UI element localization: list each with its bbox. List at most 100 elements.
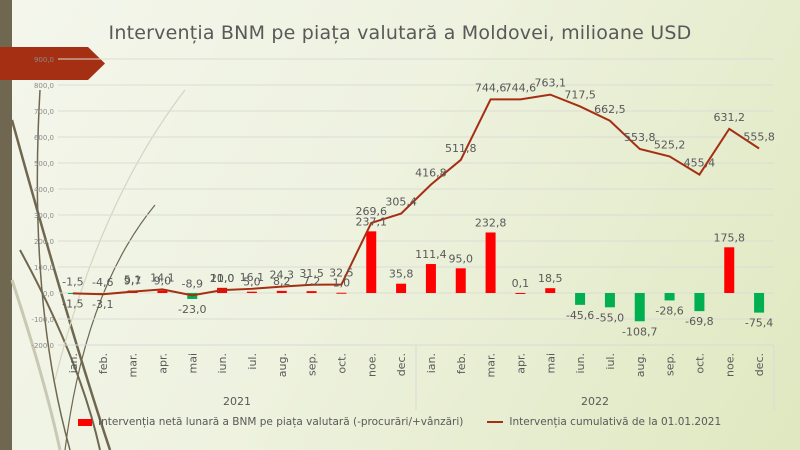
bar xyxy=(246,291,257,293)
line-data-label: 32,5 xyxy=(329,267,354,280)
bar-data-label: 237,1 xyxy=(356,215,388,228)
x-tick-label: feb. xyxy=(97,353,110,374)
x-tick-label: oct. xyxy=(693,353,706,374)
x-group-label: 2021 xyxy=(223,395,251,408)
bar-data-label: 111,4 xyxy=(415,248,447,261)
y-tick-label: 700,0 xyxy=(34,108,54,116)
bar xyxy=(664,293,675,301)
line-data-label: 553,8 xyxy=(624,131,656,144)
line-data-label: 763,1 xyxy=(535,77,567,90)
x-tick-label: feb. xyxy=(455,353,468,374)
cumulative-line xyxy=(72,93,760,297)
y-tick-label: 600,0 xyxy=(34,134,54,142)
x-tick-label: mai xyxy=(544,353,557,374)
line-data-label: 631,2 xyxy=(714,111,746,124)
x-tick-label: iun. xyxy=(216,353,229,374)
x-tick-label: noe. xyxy=(723,353,736,377)
bar-data-label: -3,1 xyxy=(92,298,113,311)
deco-curve xyxy=(64,204,156,450)
bar xyxy=(366,231,377,293)
x-tick-label: dec. xyxy=(753,353,766,376)
line-data-label: 662,5 xyxy=(594,103,626,116)
bar-data-label: -28,6 xyxy=(655,304,683,317)
bar-data-label: 35,8 xyxy=(389,268,414,281)
x-tick-label: ian. xyxy=(425,353,438,373)
bar xyxy=(575,293,586,305)
y-tick-label: 200,0 xyxy=(34,238,54,246)
bar-data-label: 7,2 xyxy=(303,275,321,288)
bar xyxy=(396,283,407,293)
line-data-label: 11,0 xyxy=(210,272,235,285)
deco-curve xyxy=(36,89,71,450)
y-tick-label: -200,0 xyxy=(31,342,54,350)
bar xyxy=(455,268,466,293)
x-tick-label: apr. xyxy=(156,353,169,374)
bar-data-label: -23,0 xyxy=(178,303,206,316)
bar xyxy=(485,232,496,293)
line-data-label: 744,6 xyxy=(505,81,537,94)
bar-data-label: 175,8 xyxy=(714,231,746,244)
bar-data-label: -75,4 xyxy=(745,317,773,330)
x-tick-label: mar. xyxy=(485,353,498,377)
x-tick-label: iun. xyxy=(574,353,587,374)
bar xyxy=(694,293,705,312)
x-tick-label: aug. xyxy=(634,353,647,377)
line-data-label: -4,6 xyxy=(92,276,113,289)
bar xyxy=(336,292,347,294)
bar-data-label: 1,0 xyxy=(333,277,351,290)
legend-label-monthly: Intervenția netă lunară a BNM pe piața v… xyxy=(98,416,464,428)
slide-sidebar-bar xyxy=(0,0,12,450)
y-tick-label: 300,0 xyxy=(34,212,54,220)
x-tick-label: iul. xyxy=(246,353,259,370)
bar xyxy=(724,247,735,293)
y-tick-label: 0,0 xyxy=(43,290,54,298)
bar-data-label: -108,7 xyxy=(622,325,657,338)
deco-curve xyxy=(10,119,112,450)
x-group-label: 2022 xyxy=(581,395,609,408)
legend-swatch-cumulative xyxy=(487,421,504,423)
bar-data-label: 20,0 xyxy=(210,272,235,285)
y-tick-label: 500,0 xyxy=(34,160,54,168)
bar-data-label: 18,5 xyxy=(538,272,563,285)
line-data-label: -1,5 xyxy=(62,275,83,288)
x-tick-label: dec. xyxy=(395,353,408,376)
bar xyxy=(425,264,436,293)
line-data-label: 5,1 xyxy=(124,274,142,287)
bar xyxy=(515,292,526,294)
x-tick-label: aug. xyxy=(276,353,289,377)
line-data-label: 511,8 xyxy=(445,142,477,155)
deco-curve xyxy=(10,279,62,450)
line-data-label: 14,1 xyxy=(150,271,175,284)
legend-swatch-monthly xyxy=(78,418,92,426)
line-data-label: 16,1 xyxy=(240,271,265,284)
bar xyxy=(754,293,765,313)
line-data-label: 269,6 xyxy=(356,205,388,218)
x-tick-label: mai xyxy=(186,353,199,374)
bar-data-label: -55,0 xyxy=(596,311,624,324)
x-tick-label: apr. xyxy=(514,353,527,374)
line-data-label: 455,4 xyxy=(684,157,716,170)
line-data-label: -8,9 xyxy=(182,277,203,290)
x-tick-label: noe. xyxy=(365,353,378,377)
bar xyxy=(634,293,645,322)
bar xyxy=(306,291,317,293)
line-data-label: 744,6 xyxy=(475,81,507,94)
x-tick-label: mar. xyxy=(127,353,140,377)
legend-label-cumulative: Intervenția cumulativă de la 01.01.2021 xyxy=(509,416,722,428)
deco-curve xyxy=(54,89,186,381)
x-tick-label: sep. xyxy=(306,353,319,376)
x-tick-label: iul. xyxy=(604,353,617,370)
y-tick-label: -100,0 xyxy=(31,316,54,324)
x-tick-label: ian. xyxy=(67,353,80,373)
line-data-label: 525,2 xyxy=(654,138,686,151)
deco-curve xyxy=(19,249,101,450)
bar xyxy=(604,293,615,308)
bar-data-label: 5,0 xyxy=(243,276,261,289)
bar xyxy=(545,288,556,293)
bar-data-label: 0,1 xyxy=(512,277,530,290)
line-data-label: 31,5 xyxy=(299,267,324,280)
chart-legend: Intervenția netă lunară a BNM pe piața v… xyxy=(78,416,721,428)
slide-accent-arrow xyxy=(0,47,105,80)
x-tick-label: oct. xyxy=(335,353,348,374)
